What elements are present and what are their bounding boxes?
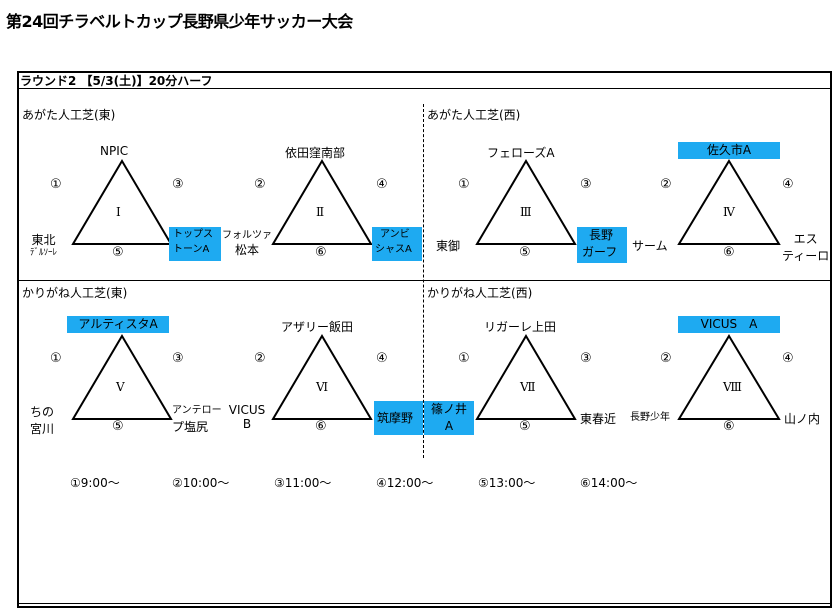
team-top-highlighted: アルティスタA <box>67 316 169 333</box>
team-right: 東春近 <box>580 412 617 426</box>
match-number-right: ④ <box>782 177 794 192</box>
match-number-bottom: ⑥ <box>315 419 327 434</box>
group-numeral: Ⅶ <box>520 380 536 394</box>
round-label: ラウンド2 【5/3(土)】20分ハーフ <box>20 74 213 88</box>
match-number-left: ① <box>458 351 470 366</box>
schedule-slot-2: ②10:00～ <box>172 476 230 490</box>
team-right: アンテロー プ塩尻 <box>172 405 222 434</box>
team-top: NPIC <box>100 144 129 158</box>
group-numeral: Ⅰ <box>116 205 121 219</box>
match-number-right: ③ <box>172 177 184 192</box>
bracket-frame <box>17 71 832 608</box>
team-top-highlighted: VICUS A <box>678 316 780 333</box>
team-left: ちの 宮川 <box>30 405 55 436</box>
match-number-bottom: ⑤ <box>112 245 124 260</box>
page-title: 第24回チラベルトカップ長野県少年サッカー大会 <box>6 12 353 31</box>
triangle-2 <box>271 159 373 245</box>
match-number-left: ② <box>660 351 672 366</box>
schedule-slot-1: ①9:00～ <box>70 476 120 490</box>
schedule-slot-6: ⑥14:00～ <box>580 476 638 490</box>
triangle-5 <box>71 334 173 420</box>
triangle-6 <box>271 334 373 420</box>
team-right: エス ティーロ <box>782 232 830 263</box>
group-numeral: Ⅲ <box>520 205 532 219</box>
group-numeral: Ⅷ <box>723 380 742 394</box>
match-number-right: ③ <box>580 177 592 192</box>
match-number-bottom: ⑥ <box>723 419 735 434</box>
team-right-highlighted: アンビ シャスA <box>372 227 422 261</box>
match-number-bottom: ⑤ <box>519 245 531 260</box>
triangle-4 <box>677 159 781 245</box>
match-number-left: ② <box>660 177 672 192</box>
match-number-left: ① <box>50 351 62 366</box>
match-number-left: ② <box>254 351 266 366</box>
team-top: アザリー飯田 <box>281 320 354 334</box>
match-number-left: ① <box>50 177 62 192</box>
team-right-highlighted: 長野 ガーフ <box>577 227 627 263</box>
match-number-bottom: ⑤ <box>112 419 124 434</box>
match-number-right: ④ <box>376 177 388 192</box>
team-left: 長野少年 <box>630 412 670 423</box>
venue-karigane-east: かりがね人工芝(東) <box>22 286 128 300</box>
group-numeral: Ⅳ <box>723 205 735 219</box>
match-number-right: ④ <box>376 351 388 366</box>
team-left: 東北 ﾃﾞﾙｿｰﾚ <box>30 233 58 258</box>
schedule-slot-4: ④12:00～ <box>376 476 434 490</box>
team-right-highlighted: 筑摩野 <box>374 401 423 435</box>
match-number-left: ① <box>458 177 470 192</box>
match-number-bottom: ⑥ <box>315 245 327 260</box>
team-right: 山ノ内 <box>784 412 821 426</box>
group-numeral: Ⅴ <box>116 380 125 394</box>
venue-agata-east: あがた人工芝(東) <box>22 108 116 122</box>
venue-agata-west: あがた人工芝(西) <box>427 108 521 122</box>
team-top-highlighted: 佐久市A <box>678 142 780 159</box>
group-numeral: Ⅱ <box>316 205 325 219</box>
frame-bottom-rule <box>17 603 832 604</box>
team-top: リガーレ上田 <box>484 320 557 334</box>
match-number-left: ② <box>254 177 266 192</box>
team-top: フェローズA <box>487 146 555 160</box>
team-left-highlighted: 篠ノ井 A <box>424 401 474 435</box>
triangle-8 <box>677 334 781 420</box>
schedule-slot-5: ⑤13:00～ <box>478 476 536 490</box>
team-top: 依田窪南部 <box>285 146 346 160</box>
match-number-bottom: ⑥ <box>723 245 735 260</box>
team-left: VICUS B <box>228 403 266 431</box>
match-number-right: ④ <box>782 351 794 366</box>
schedule-slot-3: ③11:00～ <box>274 476 332 490</box>
triangle-3 <box>475 159 577 245</box>
match-number-right: ③ <box>172 351 184 366</box>
match-number-right: ③ <box>580 351 592 366</box>
team-left: フォルツァ 松本 <box>222 230 272 257</box>
group-numeral: Ⅵ <box>316 380 329 394</box>
team-left: 東御 <box>436 239 461 253</box>
team-left: サーム <box>632 239 668 253</box>
horizontal-divider <box>17 280 832 281</box>
match-number-bottom: ⑤ <box>519 419 531 434</box>
team-right-highlighted: トップス トーンA <box>169 227 221 261</box>
triangle-1 <box>71 159 173 245</box>
round-underline <box>17 88 832 89</box>
vertical-divider <box>423 104 424 458</box>
venue-karigane-west: かりがね人工芝(西) <box>427 286 533 300</box>
triangle-7 <box>475 334 577 420</box>
